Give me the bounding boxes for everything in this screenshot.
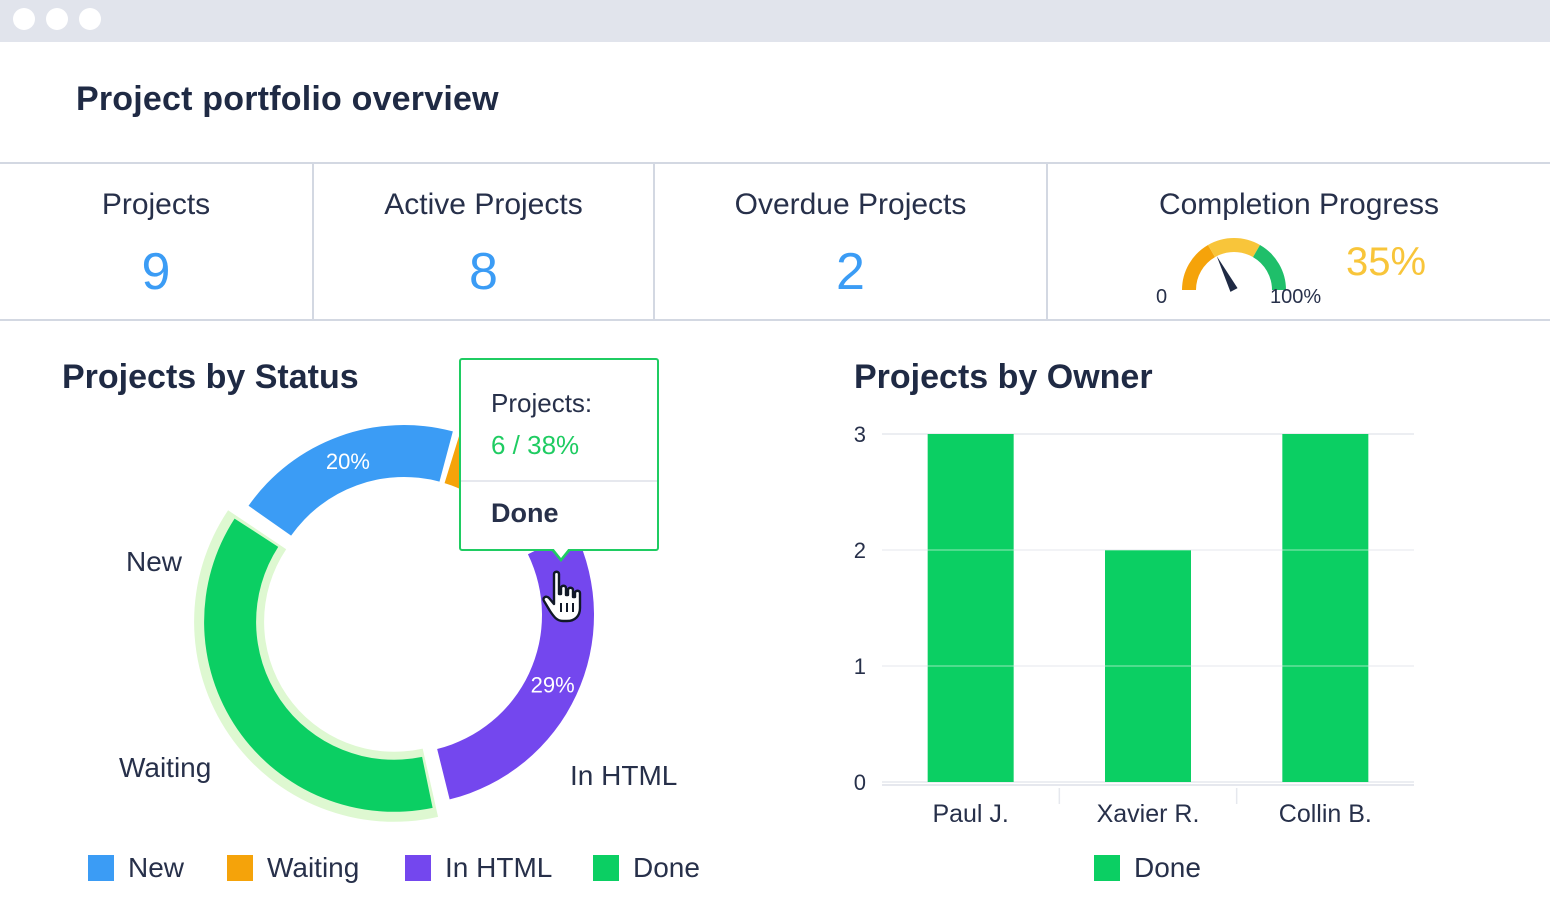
legend-label: Done bbox=[1134, 852, 1201, 883]
tooltip-divider bbox=[461, 480, 657, 482]
gauge-band-high bbox=[1252, 244, 1286, 291]
donut-slice-new[interactable] bbox=[248, 425, 453, 536]
kpi-value: 9 bbox=[141, 243, 171, 301]
window-titlebar bbox=[0, 0, 1550, 42]
window-maximize-button[interactable] bbox=[79, 8, 101, 30]
x-tick-label: Xavier R. bbox=[1097, 800, 1200, 828]
gauge-needle bbox=[1216, 256, 1238, 292]
legend-label: Waiting bbox=[267, 852, 360, 883]
tooltip-label: Projects: bbox=[491, 388, 593, 418]
completion-percent: 35% bbox=[1346, 240, 1427, 284]
legend-swatch bbox=[405, 855, 431, 881]
donut-percent-label: 20% bbox=[326, 449, 370, 474]
hand-cursor-icon bbox=[542, 570, 582, 623]
gauge-max-label: 100% bbox=[1270, 286, 1322, 308]
legend-swatch bbox=[593, 855, 619, 881]
page-title: Project portfolio overview bbox=[76, 80, 499, 118]
kpi-value: 2 bbox=[836, 243, 865, 301]
gauge-band-low bbox=[1182, 244, 1216, 291]
legend-swatch bbox=[227, 855, 253, 881]
bar-collin-b[interactable] bbox=[1282, 434, 1369, 782]
legend-swatch bbox=[1094, 855, 1120, 881]
status-chart-title: Projects by Status bbox=[62, 358, 359, 396]
x-tick-label: Paul J. bbox=[932, 800, 1008, 828]
slice-label-waiting: Waiting bbox=[119, 752, 212, 783]
legend-label: In HTML bbox=[445, 852, 553, 883]
gauge-min-label: 0 bbox=[1156, 286, 1168, 308]
tooltip-series: Done bbox=[491, 498, 559, 528]
x-tick-label: Collin B. bbox=[1279, 800, 1372, 828]
slice-label-new: New bbox=[126, 546, 183, 577]
kpi-label: Active Projects bbox=[384, 188, 583, 221]
gauge-band-mid bbox=[1208, 238, 1260, 258]
window-minimize-button[interactable] bbox=[46, 8, 68, 30]
donut-percent-label: 29% bbox=[531, 672, 575, 697]
kpi-card-active-projects: Active Projects 8 bbox=[312, 164, 653, 319]
kpi-card-completion-progress: Completion Progress 0 100% 35% bbox=[1046, 164, 1550, 319]
kpi-label: Projects bbox=[101, 188, 211, 221]
y-tick-label: 1 bbox=[854, 654, 866, 679]
y-tick-label: 0 bbox=[854, 770, 866, 795]
kpi-value: 8 bbox=[469, 243, 498, 301]
y-tick-label: 2 bbox=[854, 538, 866, 563]
kpi-label: Completion Progress bbox=[1158, 188, 1440, 221]
window-close-button[interactable] bbox=[13, 8, 35, 30]
slice-label-in-html: In HTML bbox=[570, 760, 678, 791]
owner-chart-title: Projects by Owner bbox=[854, 358, 1153, 396]
legend-swatch bbox=[88, 855, 114, 881]
kpi-row: Projects 9 Active Projects 8 Overdue Pro… bbox=[0, 162, 1550, 321]
kpi-label: Overdue Projects bbox=[734, 188, 967, 221]
owner-bar-chart: 0 1 2 3 Paul J. Xavier R. Collin B. bbox=[854, 422, 1414, 828]
y-tick-label: 3 bbox=[854, 422, 866, 447]
legend-label: New bbox=[128, 852, 185, 883]
tooltip-arrow-inner bbox=[553, 548, 569, 558]
kpi-card-projects: Projects 9 bbox=[0, 164, 312, 319]
kpi-card-overdue-projects: Overdue Projects 2 bbox=[653, 164, 1046, 319]
legend-label: Done bbox=[633, 852, 700, 883]
donut-slice-done[interactable] bbox=[204, 518, 433, 812]
chart-tooltip: Projects: 6 / 38% Done bbox=[459, 358, 659, 562]
tooltip-value: 6 / 38% bbox=[491, 430, 580, 460]
bar-paul-j[interactable] bbox=[927, 434, 1014, 782]
bar-xavier-r[interactable] bbox=[1105, 550, 1191, 782]
completion-gauge bbox=[1182, 238, 1286, 292]
